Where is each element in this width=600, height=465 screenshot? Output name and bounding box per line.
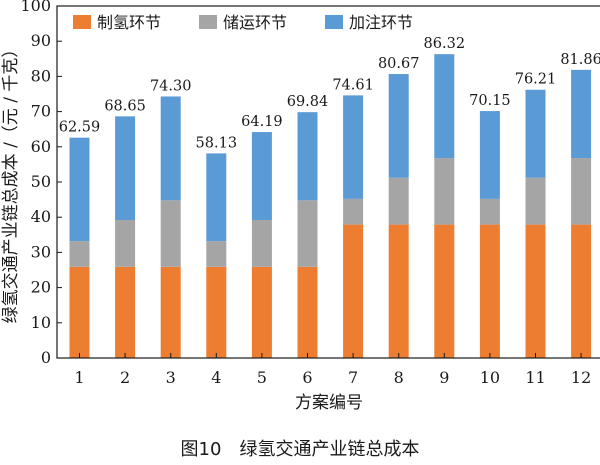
bar-segment-s2-c6	[297, 200, 318, 267]
plot-frame	[56, 5, 600, 359]
y-tick-label-0: 0	[41, 348, 51, 367]
y-tick-label-30: 30	[31, 242, 51, 261]
bar-segment-s1-c6	[297, 266, 318, 358]
y-tick-label-70: 70	[31, 102, 51, 121]
bar-segment-s1-c11	[525, 224, 546, 358]
bar-segment-s2-c7	[343, 198, 364, 225]
figure-caption: 图10 绿氢交通产业链总成本	[181, 439, 420, 460]
total-label-6: 69.84	[287, 94, 329, 110]
y-tick-label-50: 50	[31, 172, 51, 191]
total-label-4: 58.13	[196, 135, 238, 151]
total-label-12: 81.86	[560, 52, 600, 68]
bar-segment-s1-c2	[115, 266, 136, 358]
x-tick-label-3: 3	[166, 368, 176, 387]
y-tick-label-20: 20	[31, 278, 51, 297]
x-tick-label-1: 1	[74, 368, 84, 387]
bar-segment-s2-c12	[571, 158, 592, 225]
total-label-5: 64.19	[241, 114, 283, 130]
total-label-2: 68.65	[104, 98, 146, 114]
x-tick-label-4: 4	[211, 368, 221, 387]
y-tick-label-40: 40	[31, 207, 51, 226]
bar-segment-s3-c9	[434, 54, 455, 159]
bar-segment-s3-c6	[297, 112, 318, 201]
bar-segment-s2-c11	[525, 177, 546, 225]
total-label-11: 76.21	[515, 72, 557, 88]
bar-segment-s2-c3	[160, 200, 181, 267]
bar-segment-s2-c10	[479, 198, 500, 225]
bar-segment-s1-c9	[434, 224, 455, 358]
bar-segment-s3-c10	[479, 111, 500, 199]
y-tick-label-80: 80	[31, 66, 51, 85]
y-tick-label-10: 10	[31, 313, 51, 332]
bar-segment-s1-c1	[69, 266, 90, 358]
y-tick-label-60: 60	[31, 137, 51, 156]
y-axis: 0 10 20 30 40 50 60 70 80 90 100	[20, 0, 62, 367]
x-axis-title: 方案编号	[295, 393, 363, 413]
bar-segment-s3-c3	[160, 96, 181, 201]
total-label-10: 70.15	[469, 93, 511, 109]
bar-segment-s1-c3	[160, 266, 181, 358]
bar-segment-s2-c9	[434, 158, 455, 225]
total-label-1: 62.59	[59, 120, 101, 136]
total-label-3: 74.30	[150, 78, 192, 94]
bar-segment-s1-c10	[479, 224, 500, 358]
x-tick-label-12: 12	[571, 368, 591, 387]
bar-segment-s1-c7	[343, 224, 364, 358]
bar-segment-s3-c2	[115, 116, 136, 221]
x-tick-label-2: 2	[120, 368, 130, 387]
bar-segment-s1-c5	[251, 266, 272, 358]
bar-segment-s2-c8	[388, 177, 409, 225]
bar-segment-s3-c4	[206, 153, 227, 242]
legend-label-加注: 加注环节	[349, 13, 413, 32]
bar-segment-s1-c12	[571, 224, 592, 358]
x-tick-label-5: 5	[257, 368, 267, 387]
legend-swatch-制氢	[73, 15, 91, 29]
total-label-8: 80.67	[378, 56, 420, 72]
bar-segment-s2-c2	[115, 220, 136, 267]
bar-segment-s3-c8	[388, 74, 409, 178]
x-tick-label-10: 10	[480, 368, 500, 387]
bar-segment-s3-c7	[343, 95, 364, 199]
bar-segment-s3-c12	[571, 69, 592, 159]
bar-segment-s3-c1	[69, 137, 90, 242]
bar-segment-s2-c1	[69, 241, 90, 267]
bar-segment-s1-c8	[388, 224, 409, 358]
x-tick-label-11: 11	[525, 368, 545, 387]
bars-layer	[69, 54, 592, 358]
bar-segment-s2-c4	[206, 241, 227, 267]
y-tick-label-100: 100	[20, 0, 51, 15]
total-label-9: 86.32	[424, 36, 466, 52]
bar-segment-s3-c11	[525, 89, 546, 178]
legend: 制氢环节 储运环节 加注环节	[73, 13, 413, 32]
legend-swatch-加注	[325, 15, 343, 29]
x-tick-label-9: 9	[439, 368, 449, 387]
x-tick-label-8: 8	[394, 368, 404, 387]
y-axis-title: 绿氢交通产业链总成本 /（元 / 千克）	[1, 41, 21, 324]
bar-segment-s1-c4	[206, 266, 227, 358]
x-tick-label-6: 6	[302, 368, 312, 387]
total-label-7: 74.61	[332, 77, 374, 93]
legend-swatch-储运	[199, 15, 217, 29]
legend-label-储运: 储运环节	[223, 13, 287, 32]
x-axis: 1 2 3 4 5 6 7 8 9 10 11 12	[74, 353, 591, 387]
legend-label-制氢: 制氢环节	[97, 13, 161, 32]
x-tick-label-7: 7	[348, 368, 358, 387]
y-tick-label-90: 90	[31, 31, 51, 50]
bar-segment-s2-c5	[251, 220, 272, 267]
bar-segment-s3-c5	[251, 132, 272, 221]
